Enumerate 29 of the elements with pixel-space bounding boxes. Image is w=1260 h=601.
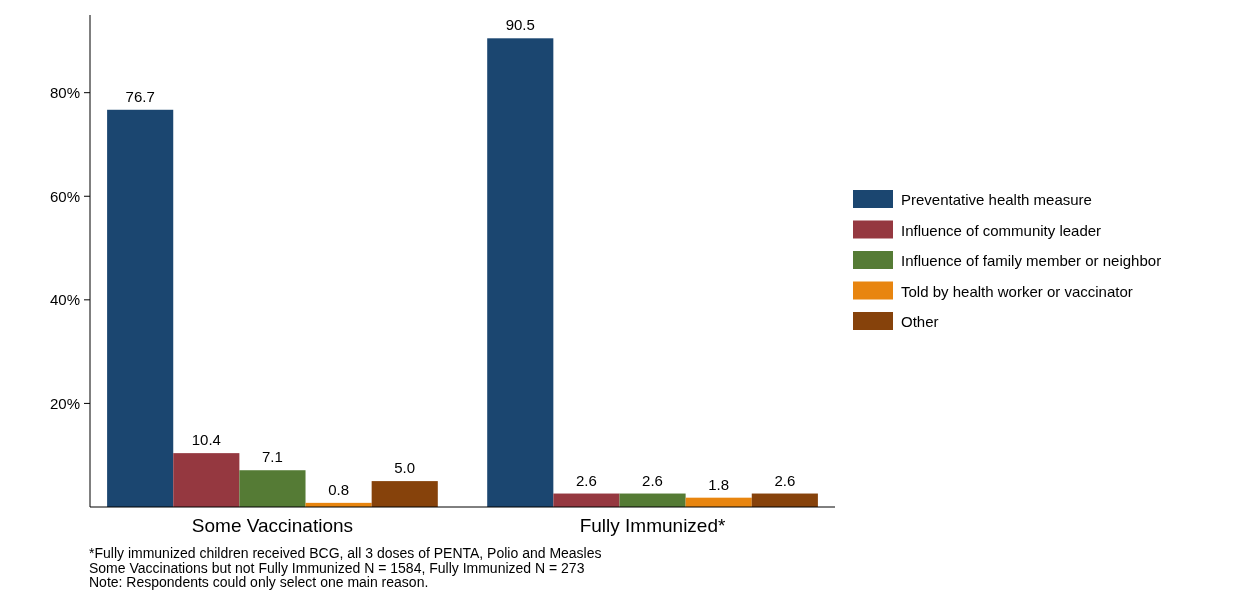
legend-label: Told by health worker or vaccinator (901, 282, 1133, 300)
x-tick-label: Fully Immunized* (579, 515, 727, 536)
data-label: 2.6 (774, 471, 796, 489)
y-tick-label: 80% (49, 83, 80, 101)
legend-label: Influence of community leader (901, 221, 1102, 239)
y-tick-label: 40% (49, 291, 80, 309)
data-label: 76.7 (125, 87, 155, 105)
bar (371, 481, 438, 507)
data-label: 0.8 (328, 480, 350, 498)
y-tick-label: 60% (49, 187, 80, 205)
data-label: 2.6 (642, 471, 663, 489)
data-label: 1.8 (708, 475, 730, 493)
bar (107, 109, 174, 507)
text: *Fully immunized children received BCG, all 3 doses of PENTA, Polio and Measles (89, 545, 602, 561)
data-label: 2.6 (575, 471, 597, 489)
bar (619, 493, 686, 507)
data-label: 10.4 (191, 431, 221, 449)
text: Note: Respondents could only select one main reason. (89, 574, 429, 590)
data-label: 7.1 (262, 448, 283, 466)
y-tick-label: 20% (49, 394, 80, 412)
data-label: 5.0 (394, 459, 416, 477)
bar (239, 470, 306, 507)
bar (173, 453, 240, 507)
data-label: 90.5 (505, 16, 535, 34)
legend-label: Other (901, 313, 939, 330)
legend-label: Preventative health measure (901, 191, 1092, 208)
x-tick-label: Some Vaccinations (191, 515, 354, 536)
legend-label: Influence of family member or neighbor (901, 252, 1162, 269)
bar (487, 38, 554, 507)
